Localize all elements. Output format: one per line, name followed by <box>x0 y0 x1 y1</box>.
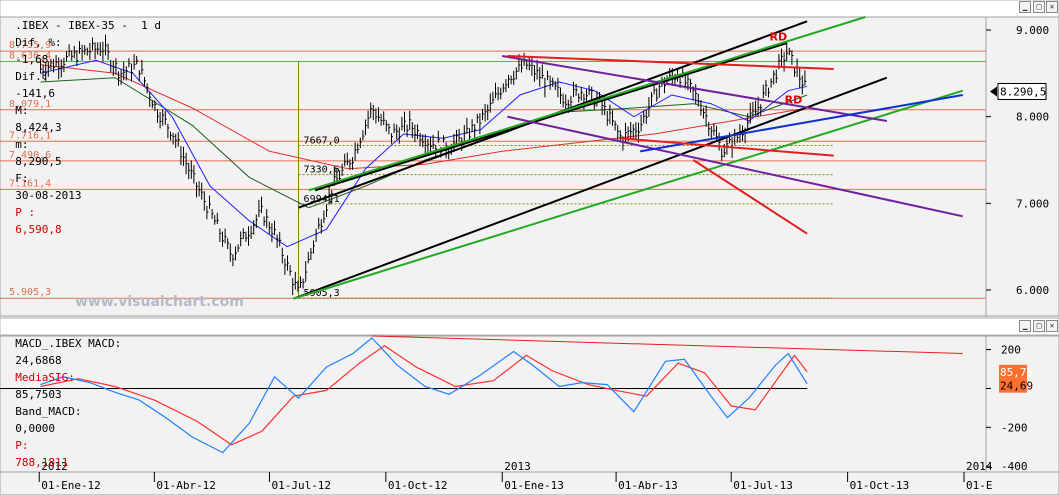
macd-p-value: 788,1811 <box>15 456 69 469</box>
macd-value-box <box>999 378 1027 393</box>
macd-label: MACD_.IBEX MACD: <box>15 337 122 350</box>
time-tick-label: 01-Oct-12 <box>388 479 448 492</box>
macd-sig-value-label: 85,75 <box>1000 366 1033 379</box>
fib-level-label: 8.079,1 <box>9 99 51 110</box>
macd-signal-line <box>40 344 808 446</box>
macd-plot-area <box>0 335 987 473</box>
p-label: P : <box>15 206 36 219</box>
band-label: Band_MACD: <box>15 405 82 418</box>
fib-level-label: 5.905,3 <box>9 287 51 298</box>
trendline-channel-black <box>314 42 788 192</box>
date-label: F: <box>15 172 29 185</box>
sig-value: 85,7503 <box>15 388 62 401</box>
time-tick-label: 01-Jul-13 <box>733 479 793 492</box>
price-y-tick-label: 9.000 <box>1016 24 1049 37</box>
macd-panel-close-button[interactable]: ✕ <box>1046 320 1058 332</box>
time-tick-label: 01-Abr-12 <box>156 479 216 492</box>
macd-trendline <box>371 335 963 354</box>
macd-y-tick-label: -400 <box>1001 460 1028 473</box>
fib-level-label: 8.755,9 <box>9 40 51 51</box>
rd-annotation: RD <box>770 30 788 43</box>
trendline-trend-blue <box>639 94 963 153</box>
trendline-trend-red <box>507 55 834 70</box>
macd-y-tick-label: 200 <box>1001 344 1021 357</box>
p-value: 6,590,8 <box>15 223 62 236</box>
time-tick-label: 01-Ene-13 <box>504 479 564 492</box>
inner-level-label: 7330,6 <box>304 165 340 176</box>
min-value: 8,290,5 <box>15 155 62 168</box>
fib-level-label: 8.636,4 <box>9 51 51 62</box>
current-price-marker <box>990 86 997 97</box>
price-panel-header: .IBEX - IBEX-35 - 1 d Dif, %: -1,68 Dif.… <box>0 0 1059 236</box>
inner-level-label: 5905,3 <box>304 288 340 299</box>
macd-axis-area <box>985 335 1059 473</box>
max-label: M: <box>15 104 29 117</box>
dif-label: Dif.: <box>15 70 49 83</box>
year-label: 2013 <box>504 460 531 473</box>
trendline-channel-black <box>293 76 888 300</box>
sig-label: MediaSIG: <box>15 371 75 384</box>
price-panel-close-button[interactable]: ✕ <box>1046 1 1058 13</box>
macd-panel-header: MACD_.IBEX MACD: 24,6868 MediaSIG: 85,75… <box>0 318 1059 469</box>
trendline-trend-red <box>621 137 834 157</box>
macd-panel-maximize-button[interactable]: □ <box>1033 320 1045 332</box>
macd-value-label: 24,69 <box>1000 380 1033 393</box>
time-tick-label: 01-Abr-13 <box>618 479 678 492</box>
watermark: www.visualchart.com <box>75 294 244 310</box>
time-tick-label: 01-E <box>966 479 993 492</box>
max-value: 8,424,3 <box>15 121 62 134</box>
macd-line <box>40 337 808 454</box>
trendline-trend-purple <box>507 115 963 218</box>
price-y-tick-label: 7.000 <box>1016 197 1049 210</box>
year-label: 2014 <box>966 460 993 473</box>
time-tick-label: 01-Ene-12 <box>41 479 101 492</box>
symbol-label: .IBEX - IBEX-35 - 1 d <box>15 19 161 32</box>
inner-level-label: 7667,0 <box>304 136 340 147</box>
price-panel-minimize-button[interactable]: ▁ <box>1019 1 1031 13</box>
fib-level-label: 7.161,4 <box>9 178 51 189</box>
price-y-tick-label: 8.000 <box>1016 111 1049 124</box>
trendline-channel-green <box>293 89 964 300</box>
dif-pct-label: Dif, %: <box>15 36 62 49</box>
ma-slow-line <box>40 64 808 170</box>
date-value: 30-08-2013 <box>15 189 82 202</box>
trendline-channel-green <box>308 16 866 192</box>
fib-level-label: 7.716,1 <box>9 130 51 141</box>
dif-pct-value: -1,68 <box>15 53 49 66</box>
current-price-box <box>997 82 1047 100</box>
price-panel-maximize-button[interactable]: □ <box>1033 1 1045 13</box>
price-y-tick-label: 6.000 <box>1016 284 1049 297</box>
band-value: 0,0000 <box>15 422 55 435</box>
macd-panel-minimize-button[interactable]: ▁ <box>1019 320 1031 332</box>
dif-value: -141,6 <box>15 87 55 100</box>
macd-y-tick-label: -200 <box>1001 421 1028 434</box>
rd-annotation: RD <box>785 94 803 107</box>
time-tick-label: 01-Oct-13 <box>850 479 910 492</box>
current-price-label: 8.290,5 <box>1000 85 1046 98</box>
trendline-trend-purple <box>502 55 887 122</box>
macd-value: 24,6868 <box>15 354 62 367</box>
price-axis-area <box>985 16 1059 317</box>
time-axis-area <box>0 471 1059 495</box>
macd-sig-value-box <box>999 364 1027 379</box>
macd-header-bg <box>0 317 1059 336</box>
time-tick-label: 01-Jul-12 <box>271 479 331 492</box>
min-label: m: <box>15 138 29 151</box>
macd-p-label: P: <box>15 439 29 452</box>
fib-level-label: 7.490,6 <box>9 150 51 161</box>
ma-mid-line <box>40 77 808 209</box>
year-label: 2012 <box>41 460 68 473</box>
trendline-trend-red <box>692 159 808 235</box>
